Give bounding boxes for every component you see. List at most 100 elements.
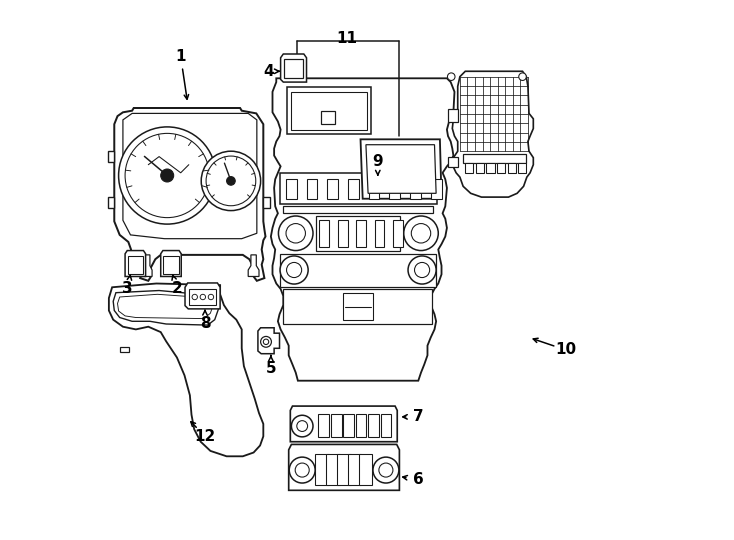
Polygon shape xyxy=(508,163,516,173)
Circle shape xyxy=(278,216,313,251)
Polygon shape xyxy=(288,444,399,490)
Polygon shape xyxy=(343,293,374,320)
Bar xyxy=(319,414,330,437)
Bar xyxy=(286,179,297,199)
Bar xyxy=(337,454,351,485)
Bar xyxy=(315,454,329,485)
Text: 7: 7 xyxy=(413,409,424,424)
Bar xyxy=(389,179,400,199)
Polygon shape xyxy=(109,284,264,456)
Circle shape xyxy=(286,262,302,278)
Circle shape xyxy=(200,294,206,300)
Text: 5: 5 xyxy=(266,361,276,376)
Polygon shape xyxy=(476,163,484,173)
Circle shape xyxy=(295,463,309,477)
Polygon shape xyxy=(448,157,458,167)
Circle shape xyxy=(264,339,269,345)
Polygon shape xyxy=(113,291,219,325)
Circle shape xyxy=(291,415,313,437)
Polygon shape xyxy=(115,108,266,281)
Bar xyxy=(374,220,385,247)
Text: 3: 3 xyxy=(123,281,133,296)
Polygon shape xyxy=(280,173,437,204)
Polygon shape xyxy=(189,289,217,305)
Circle shape xyxy=(379,463,393,477)
Polygon shape xyxy=(283,289,432,324)
Polygon shape xyxy=(452,71,534,197)
Polygon shape xyxy=(108,197,115,208)
Polygon shape xyxy=(280,254,436,287)
Bar xyxy=(326,454,340,485)
Text: 11: 11 xyxy=(336,31,357,46)
Bar xyxy=(307,179,318,199)
Bar xyxy=(368,179,379,199)
Polygon shape xyxy=(465,163,473,173)
Circle shape xyxy=(261,336,272,347)
Bar xyxy=(431,179,442,199)
Circle shape xyxy=(373,457,399,483)
Circle shape xyxy=(448,73,455,80)
Circle shape xyxy=(408,256,436,284)
Polygon shape xyxy=(125,251,145,276)
Bar xyxy=(327,179,338,199)
Bar xyxy=(380,414,391,437)
Polygon shape xyxy=(264,197,270,208)
Polygon shape xyxy=(185,283,220,309)
Polygon shape xyxy=(271,78,454,381)
Circle shape xyxy=(206,156,255,206)
Bar xyxy=(348,179,359,199)
Circle shape xyxy=(119,127,216,224)
Text: 2: 2 xyxy=(172,281,182,296)
Polygon shape xyxy=(123,113,257,239)
Circle shape xyxy=(161,169,174,182)
Polygon shape xyxy=(248,255,259,276)
Bar xyxy=(348,454,361,485)
Circle shape xyxy=(280,256,308,284)
Bar xyxy=(319,220,330,247)
Text: 6: 6 xyxy=(413,472,424,487)
Circle shape xyxy=(415,262,429,278)
Polygon shape xyxy=(284,59,303,78)
Bar xyxy=(338,220,348,247)
Circle shape xyxy=(519,73,526,80)
Text: 9: 9 xyxy=(372,154,383,170)
Bar xyxy=(344,414,354,437)
Text: 10: 10 xyxy=(555,342,576,357)
Bar xyxy=(321,111,335,124)
Bar xyxy=(120,347,129,352)
Circle shape xyxy=(286,224,305,243)
Polygon shape xyxy=(360,139,442,199)
Polygon shape xyxy=(316,216,401,251)
Polygon shape xyxy=(128,256,143,274)
Polygon shape xyxy=(287,87,371,134)
Polygon shape xyxy=(283,206,433,213)
Bar xyxy=(393,220,403,247)
Polygon shape xyxy=(518,163,526,173)
Bar xyxy=(331,414,341,437)
Circle shape xyxy=(404,216,438,251)
Polygon shape xyxy=(497,163,505,173)
Circle shape xyxy=(201,151,261,211)
Circle shape xyxy=(411,224,431,243)
Circle shape xyxy=(192,294,197,300)
Polygon shape xyxy=(448,109,458,122)
Circle shape xyxy=(125,133,209,218)
Text: 8: 8 xyxy=(200,316,211,332)
Bar xyxy=(410,179,421,199)
Polygon shape xyxy=(117,294,213,319)
Polygon shape xyxy=(463,154,526,163)
Polygon shape xyxy=(139,255,152,276)
Polygon shape xyxy=(280,54,307,82)
Circle shape xyxy=(227,177,235,185)
Polygon shape xyxy=(108,151,115,162)
Polygon shape xyxy=(487,163,495,173)
Polygon shape xyxy=(164,256,178,274)
Circle shape xyxy=(289,457,315,483)
Polygon shape xyxy=(291,92,367,130)
Bar xyxy=(368,414,379,437)
Text: 4: 4 xyxy=(263,64,274,79)
Polygon shape xyxy=(258,328,280,354)
Text: 12: 12 xyxy=(195,429,216,444)
Bar xyxy=(356,220,366,247)
Circle shape xyxy=(208,294,214,300)
